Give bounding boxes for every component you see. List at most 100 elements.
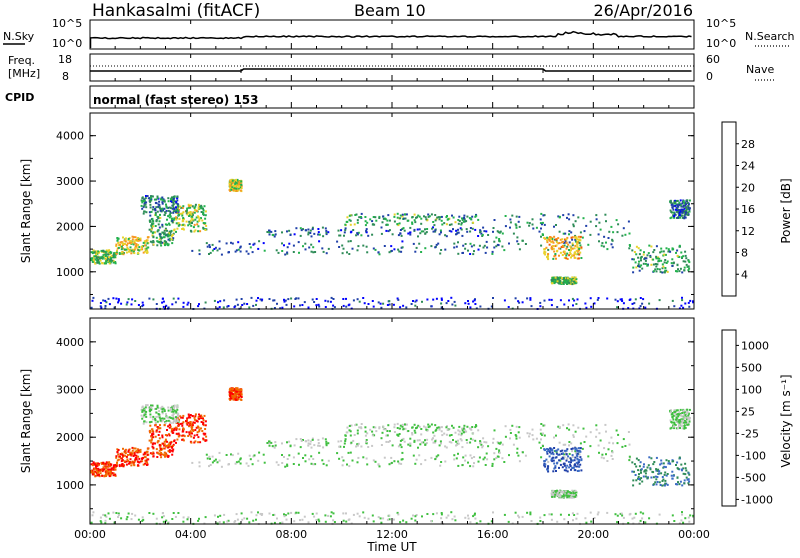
velocity-echo-cell [671,415,674,418]
power-echo-cell [141,201,144,204]
power-echo-cell [168,239,171,242]
power-echo-cell [146,242,149,245]
velocity-echo-cell [128,461,131,463]
power-echo-cell [113,306,116,309]
velocity-echo-cell [163,410,166,413]
power-echo-cell [517,300,520,303]
velocity-echo-cell [94,470,96,473]
velocity-echo-cell [686,478,689,481]
power-echo-cell [464,302,467,305]
velocity-echo-cell [317,444,320,447]
power-echo-cell [685,203,687,206]
power-echo-cell [388,300,391,303]
velocity-echo-cell [577,426,580,429]
power-echo-cell [171,234,174,237]
velocity-echo-cell [424,439,426,442]
power-echo-cell [193,211,196,214]
velocity-echo-cell [336,452,339,455]
power-echo-cell [409,233,412,236]
velocity-echo-cell [430,520,433,523]
velocity-echo-cell [252,455,255,458]
power-echo-cell [562,278,565,281]
power-echo-cell [672,208,675,211]
power-echo-cell [372,305,375,308]
velocity-echo-cell [142,453,145,456]
velocity-echo-cell [152,433,155,436]
power-echo-cell [177,297,180,300]
velocity-echo-cell [167,425,170,428]
velocity-echo-cell [674,414,677,417]
noise-left-tick-bottom: 10^0 [52,37,82,50]
power-echo-cell [314,251,317,253]
power-echo-cell [327,300,330,303]
velocity-echo-cell [284,465,287,468]
power-echo-cell [150,195,152,198]
power-echo-cell [662,265,665,268]
power-echo-cell [122,236,124,239]
velocity-echo-cell [229,395,232,398]
velocity-echo-cell [95,464,98,467]
power-echo-cell [339,234,342,237]
power-echo-cell [109,258,112,261]
velocity-echo-cell [177,423,180,426]
velocity-echo-cell [461,464,464,467]
power-echo-cell [261,298,264,301]
velocity-echo-cell [131,449,134,452]
velocity-echo-cell [554,493,557,496]
velocity-echo-cell [644,469,646,472]
power-echo-cell [641,267,644,270]
power-echo-cell [571,254,574,257]
velocity-echo-cell [497,455,500,458]
power-echo-cell [191,222,193,224]
velocity-echo-cell [163,447,166,450]
velocity-echo-cell [172,420,175,423]
velocity-echo-cell [268,440,270,443]
velocity-echo-cell [570,459,573,462]
power-echo-cell [558,280,561,282]
power-echo-cell [561,254,564,256]
velocity-echo-cell [578,453,581,456]
power-echo-cell [464,220,466,223]
power-echo-cell [173,229,176,232]
power-echo-cell [198,303,200,306]
velocity-echo-cell [105,472,108,475]
power-echo-cell [656,257,659,260]
velocity-echo-cell [654,481,657,484]
velocity-echo-cell [237,452,240,455]
power-echo-cell [148,228,151,231]
power-echo-cell [543,214,546,217]
power-echo-cell [356,249,359,252]
power-echo-cell [540,235,542,238]
power-echo-cell [151,232,154,235]
velocity-echo-cell [393,431,396,433]
power-echo-cell [204,222,207,225]
velocity-echo-cell [118,464,121,467]
power-echo-cell [369,218,372,221]
velocity-echo-cell [547,470,550,473]
velocity-echo-cell [678,421,681,424]
velocity-echo-cell [114,473,117,476]
power-echo-cell [271,233,274,236]
power-echo-cell [167,209,170,212]
velocity-echo-cell [94,475,97,478]
velocity-echo-cell [201,430,204,432]
power-echo-cell [358,216,361,219]
power-echo-cell [183,224,186,227]
velocity-echo-cell [167,521,170,524]
velocity-echo-cell [149,452,152,455]
power-echo-cell [447,300,450,302]
velocity-echo-cell [222,521,225,524]
power-echo-cell [360,216,362,218]
velocity-echo-cell [190,425,193,428]
power-echo-cell [686,213,689,216]
power-echo-cell [671,247,674,250]
power-echo-cell [566,216,568,219]
power-echo-cell [92,296,95,299]
power-echo-cell [687,207,690,210]
velocity-echo-cell [436,426,439,429]
velocity-echo-cell [683,420,686,422]
power-echo-cell [173,200,176,203]
power-echo-cell [155,303,158,305]
power-echo-cell [622,227,625,230]
